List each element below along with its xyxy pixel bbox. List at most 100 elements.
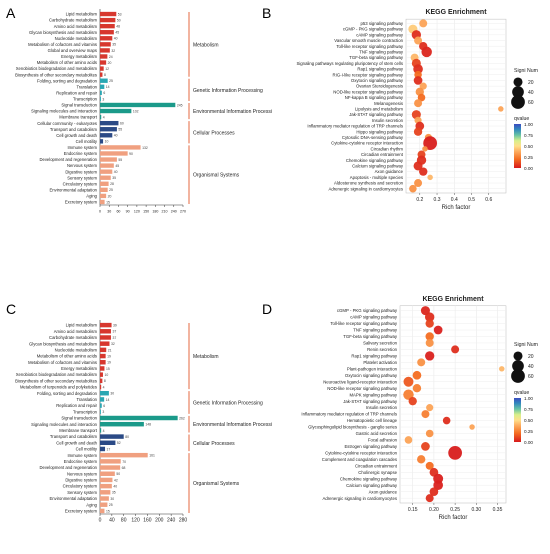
category-label: Lipid metabolism xyxy=(66,12,98,17)
bar xyxy=(100,329,111,334)
size-legend-title: Signi Num xyxy=(514,342,538,348)
bar-value-label: 24 xyxy=(109,55,113,59)
bubble-point xyxy=(408,396,417,406)
category-label: Adrenergic signaling in cardiomyocytes xyxy=(322,496,397,501)
category-label: Nucleotide metabolism xyxy=(55,36,98,41)
category-label: Platelet activation xyxy=(363,360,397,365)
group-label: Organismal Systems xyxy=(193,173,240,179)
bar-value-label: 10 xyxy=(104,373,108,377)
panel-letter-d: D xyxy=(262,301,272,317)
x-tick-label: 210 xyxy=(162,210,168,214)
bar-value-label: 68 xyxy=(122,466,126,470)
size-legend-dot xyxy=(512,86,524,98)
category-label: TNF signaling pathway xyxy=(359,50,404,55)
bar xyxy=(100,502,108,507)
group-label: Environmental Information Processi xyxy=(193,422,272,428)
bubble-point xyxy=(403,376,414,387)
bar xyxy=(100,151,128,156)
color-legend-tick: 0.50 xyxy=(524,418,533,423)
bar-value-label: 35 xyxy=(112,43,116,47)
size-legend-label: 40 xyxy=(528,90,534,96)
category-label: Cytokine-cytokine receptor interaction xyxy=(331,141,403,146)
bar-value-label: 90 xyxy=(129,152,133,156)
bar xyxy=(100,54,108,59)
category-label: Metabolism of cofactors and vitamins xyxy=(28,42,97,47)
bubble-point xyxy=(427,174,433,181)
category-label: Environmental adaptation xyxy=(50,496,98,501)
category-label: TNF signaling pathway xyxy=(353,328,398,333)
bar-value-label: 32 xyxy=(111,342,115,346)
bar xyxy=(100,48,110,53)
bubble-point xyxy=(499,366,505,372)
bar-value-label: 10 xyxy=(105,140,109,144)
panel-letter-a: A xyxy=(6,5,16,21)
group-label: Organismal Systems xyxy=(193,481,240,487)
category-label: Signal transduction xyxy=(61,416,97,421)
category-label: Renin secretion xyxy=(367,347,397,352)
chart-title: KEGG Enrichment xyxy=(422,296,484,303)
color-legend-title: qvalue xyxy=(514,116,529,122)
x-tick-label: 240 xyxy=(171,210,177,214)
bar-value-label: 52 xyxy=(117,441,121,445)
bar xyxy=(100,127,117,132)
bar xyxy=(100,36,113,41)
x-tick-label: 30 xyxy=(107,210,111,214)
category-label: Circadian entrainment xyxy=(361,152,404,157)
category-label: Cell growth and death xyxy=(56,133,97,138)
bar-value-label: 14 xyxy=(106,85,110,89)
category-label: Cell growth and death xyxy=(56,440,97,445)
bar-value-label: 39 xyxy=(113,323,117,327)
category-label: Translation xyxy=(76,84,97,89)
bubble-point xyxy=(421,46,432,58)
size-legend-label: 20 xyxy=(528,80,534,86)
category-label: Insulin secretion xyxy=(366,405,398,410)
bar xyxy=(100,446,106,452)
bar xyxy=(100,145,141,150)
bar xyxy=(100,465,121,470)
bar xyxy=(100,42,111,47)
category-label: TGF-beta signaling pathway xyxy=(343,334,398,339)
bar-value-label: 37 xyxy=(112,330,116,334)
category-label: Apoptosis - multiple species xyxy=(350,175,403,180)
category-label: Complement and coagulation cascades xyxy=(322,457,397,462)
category-label: Jak-STAT signaling pathway xyxy=(349,112,404,117)
bubble-point xyxy=(409,184,417,193)
category-label: Hematopoietic cell lineage xyxy=(347,418,398,423)
category-label: Nervous system xyxy=(67,163,98,168)
group-label: Genetic Information Processing xyxy=(193,88,263,94)
bar xyxy=(100,175,111,180)
category-label: Membrane transport xyxy=(59,115,98,120)
bar-value-label: 3 xyxy=(102,410,104,414)
color-legend-tick: 0.50 xyxy=(524,144,533,149)
bar-value-label: 20 xyxy=(108,194,112,198)
bar-value-label: 40 xyxy=(113,485,117,489)
category-label: Circadian rhythm xyxy=(371,146,404,151)
bar xyxy=(100,78,108,83)
bubble-point xyxy=(413,127,423,136)
x-tick-label: 0.35 xyxy=(493,507,503,513)
category-label: Metabolism of other amino acids xyxy=(37,354,97,359)
x-tick-label: 0.25 xyxy=(450,507,460,513)
bubble-point xyxy=(451,345,460,354)
size-legend-label: 40 xyxy=(528,364,534,370)
x-tick-label: 0.4 xyxy=(451,197,458,203)
bar-value-label: 80 xyxy=(125,435,129,439)
panel-letter-c: C xyxy=(6,301,16,317)
category-label: Oxytocin signaling pathway xyxy=(351,78,404,83)
color-legend-tick: 0.00 xyxy=(524,440,533,445)
bar xyxy=(100,133,113,138)
bar xyxy=(100,403,102,408)
bar xyxy=(100,163,114,168)
category-label: Transcription xyxy=(73,97,98,102)
bar-value-label: 161 xyxy=(149,454,155,458)
bar-value-label: 48 xyxy=(116,25,120,29)
category-label: cGMP - PKG signaling pathway xyxy=(343,27,404,32)
bar xyxy=(100,360,106,365)
bar-value-label: 6 xyxy=(103,404,105,408)
bar xyxy=(100,66,104,71)
chart-title: KEGG Enrichment xyxy=(425,9,487,16)
category-label: Rap1 signaling pathway xyxy=(351,353,397,358)
category-label: Xenobiotics biodegradation and metabolis… xyxy=(16,66,98,71)
size-legend-label: 60 xyxy=(528,100,534,106)
bar xyxy=(100,157,117,162)
